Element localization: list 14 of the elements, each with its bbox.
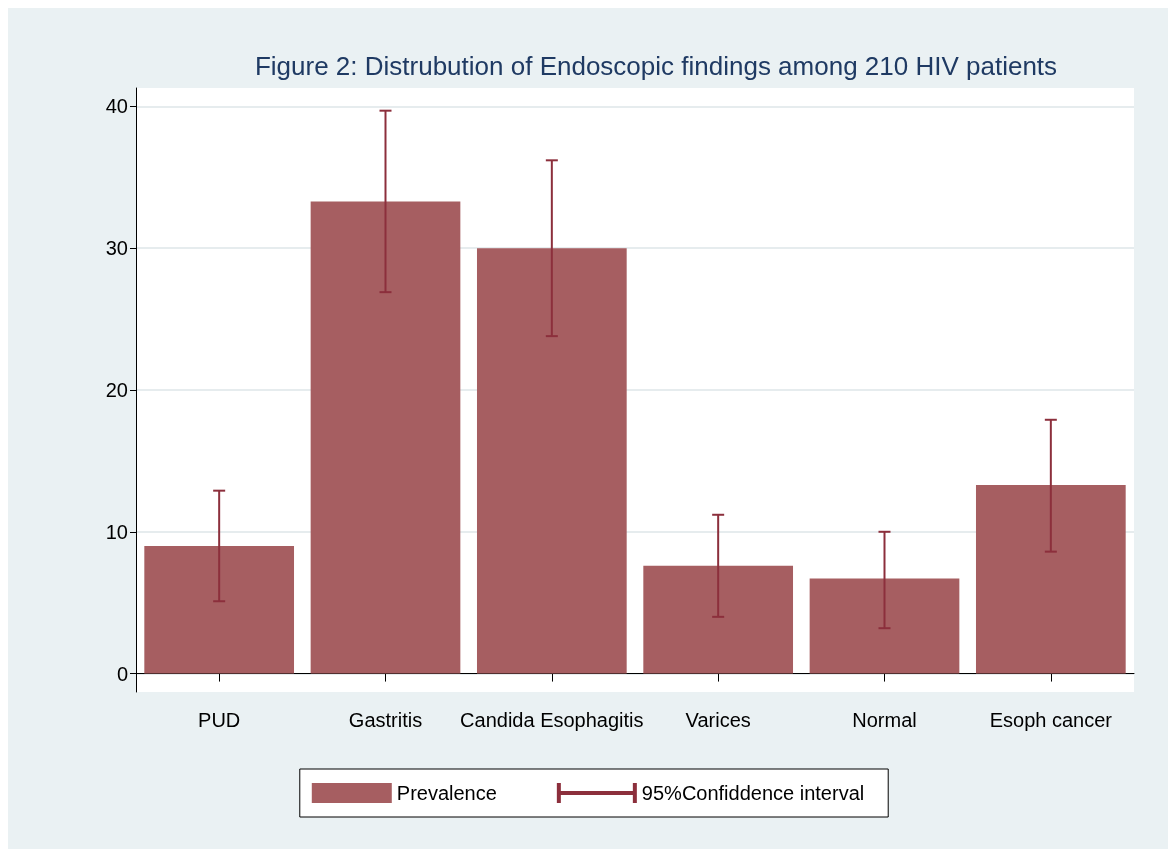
y-tick-label: 0: [116, 662, 128, 685]
legend-label: Prevalence: [396, 782, 497, 804]
text: 95%Confiddence interval: [641, 782, 865, 804]
x-tick-label: PUD: [198, 709, 241, 731]
x-tick-label: Varices: [685, 709, 751, 731]
y-tick-label: 20: [105, 379, 128, 401]
x-tick-label: Normal: [852, 709, 917, 731]
y-tick-label: 10: [105, 520, 128, 543]
chart-title: Figure 2: Distrubution of Endoscopic findings among 210 HIV patients: [254, 51, 1058, 81]
y-tick-label: 30: [105, 237, 128, 260]
x-tick-label: Candida Esophagitis: [460, 709, 644, 731]
y-tick-label: 40: [105, 95, 128, 118]
x-tick-label: Gastritis: [348, 709, 423, 731]
x-tick-label: Esoph cancer: [989, 709, 1113, 731]
